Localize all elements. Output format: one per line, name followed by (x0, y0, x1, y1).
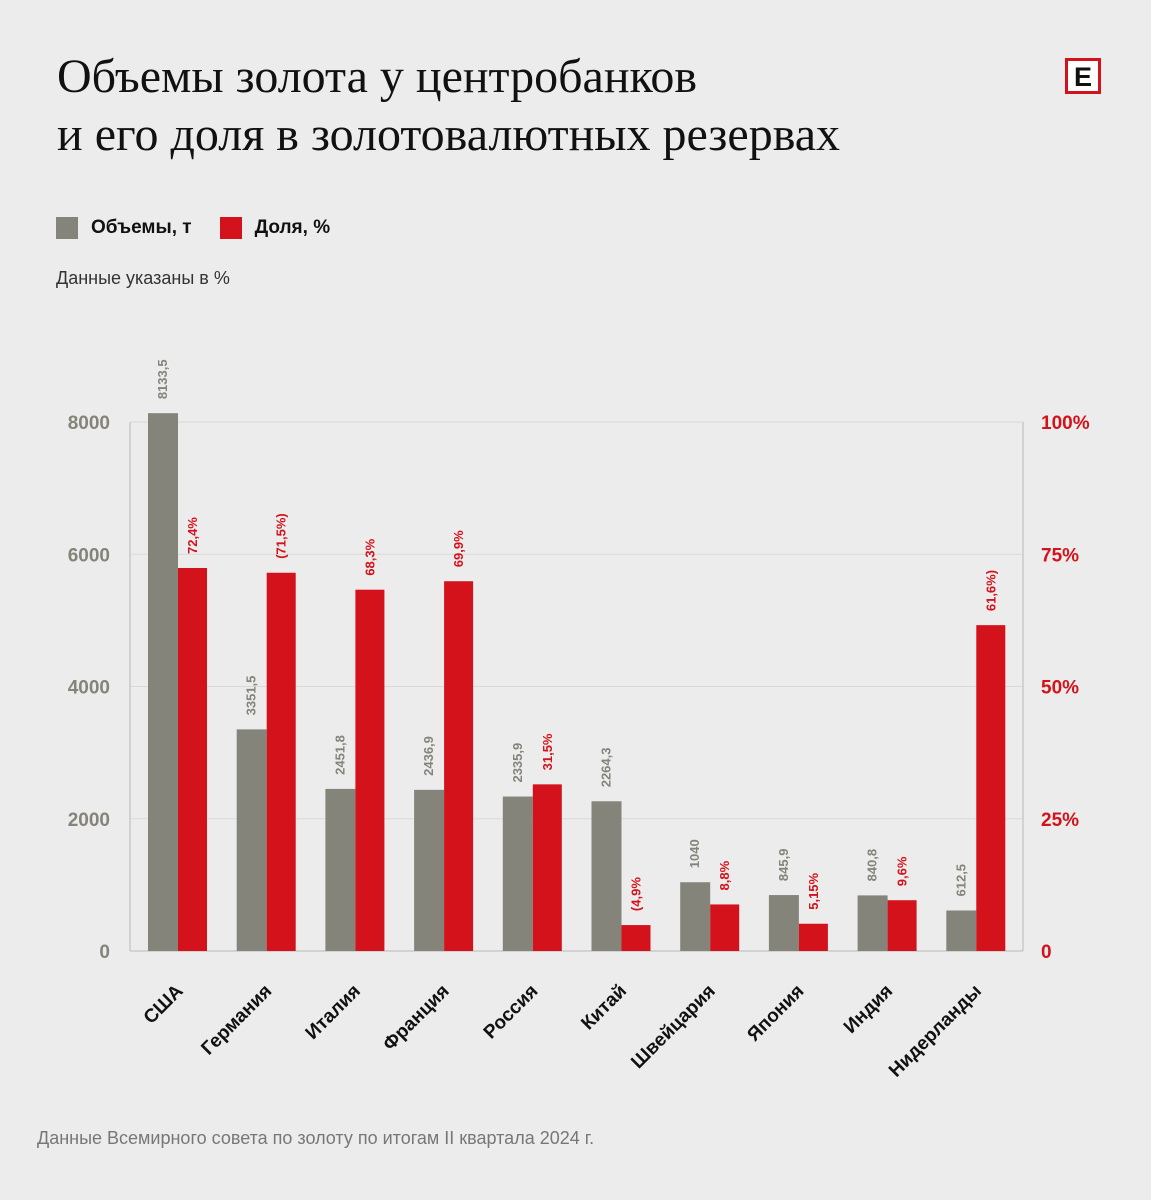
volume-bar (857, 895, 888, 951)
share-bar (887, 900, 917, 951)
left-axis-tick-label: 4000 (68, 678, 110, 699)
right-axis-tick-label: 50% (1041, 678, 1079, 699)
chart-title-line-2: и его доля в золотовалютных резервах (57, 108, 841, 161)
category-label: Нидерланды (885, 981, 986, 1082)
category-label: Япония (743, 981, 808, 1046)
volume-bar (591, 801, 622, 951)
logo-frame (1065, 58, 1101, 94)
share-data-label: (71,5%) (274, 513, 289, 559)
volume-data-label: 3351,5 (244, 676, 259, 716)
share-data-label: (4,9% (629, 877, 644, 911)
right-axis-tick-label: 25% (1041, 810, 1079, 831)
share-data-label: 61,6%) (983, 570, 998, 611)
category-label: Германия (198, 981, 277, 1060)
volume-bar (414, 789, 445, 951)
share-bar (444, 581, 474, 951)
share-bar (178, 568, 207, 951)
source-note: Данные Всемирного совета по золоту по ит… (37, 1128, 595, 1148)
volume-data-label: 612,5 (953, 864, 968, 897)
left-axis-tick-label: 6000 (68, 545, 110, 566)
right-axis-tick-label: 100% (1041, 413, 1090, 434)
share-bar (532, 784, 562, 951)
chart-title-line-1: Объемы золота у центробанков (57, 50, 698, 103)
share-data-label: 8,8% (717, 860, 732, 890)
volume-bar (768, 895, 799, 951)
share-data-label: 68,3% (362, 538, 377, 575)
units-note: Данные указаны в % (56, 268, 230, 288)
share-bar (266, 572, 296, 951)
share-data-label: 69,9% (451, 530, 466, 567)
legend-swatch-volume (56, 217, 78, 239)
volume-bar (325, 788, 356, 951)
volume-data-label: 2451,8 (332, 735, 347, 775)
volume-data-label: 2436,9 (421, 736, 436, 776)
share-bar (621, 925, 651, 951)
category-label: США (140, 980, 188, 1028)
left-axis-tick-label: 8000 (68, 413, 110, 434)
share-bar (798, 923, 828, 951)
legend-swatch-share (219, 217, 242, 239)
legend-label-share: Доля, % (254, 217, 331, 238)
volume-data-label: 8133,5 (155, 359, 170, 399)
volume-bar (148, 413, 178, 951)
share-data-label: 5,15% (806, 872, 821, 909)
share-bar (710, 904, 740, 951)
category-label: Китай (577, 981, 631, 1035)
volume-bar (680, 882, 711, 951)
chart-title: Объемы золота у центробанков и его доля … (57, 48, 1017, 164)
legend-item-share: Доля, % (219, 217, 331, 239)
volume-data-label: 2264,3 (599, 748, 614, 788)
share-bar (976, 625, 1006, 951)
category-label: Франция (379, 981, 453, 1055)
legend-label-volume: Объемы, т (91, 217, 192, 238)
logo-letter: Е (1074, 62, 1092, 92)
category-label: Италия (302, 981, 365, 1044)
volume-bar (946, 910, 977, 951)
volume-bar (236, 729, 267, 951)
volume-data-label: 1040 (687, 839, 702, 868)
right-axis-tick-label: 75% (1041, 545, 1079, 566)
volume-data-label: 845,9 (776, 849, 791, 882)
left-axis-tick-label: 0 (99, 942, 110, 963)
volume-bar (502, 796, 533, 951)
legend-item-volume: Объемы, т (56, 217, 192, 239)
category-label: Швейцария (627, 981, 719, 1073)
volume-data-label: 840,8 (865, 849, 880, 882)
left-axis-tick-label: 2000 (68, 810, 110, 831)
publisher-logo: Е (1065, 58, 1101, 94)
share-bar (355, 589, 385, 951)
category-label: Россия (480, 981, 543, 1044)
right-axis-tick-label: 0 (1041, 942, 1052, 963)
volume-data-label: 2335,9 (510, 743, 525, 783)
legend: Объемы, т Доля, % (56, 215, 358, 241)
category-label: Индия (840, 981, 897, 1038)
share-data-label: 9,6% (895, 856, 910, 886)
share-data-label: 72,4% (185, 517, 200, 554)
share-data-label: 31,5% (540, 733, 555, 770)
